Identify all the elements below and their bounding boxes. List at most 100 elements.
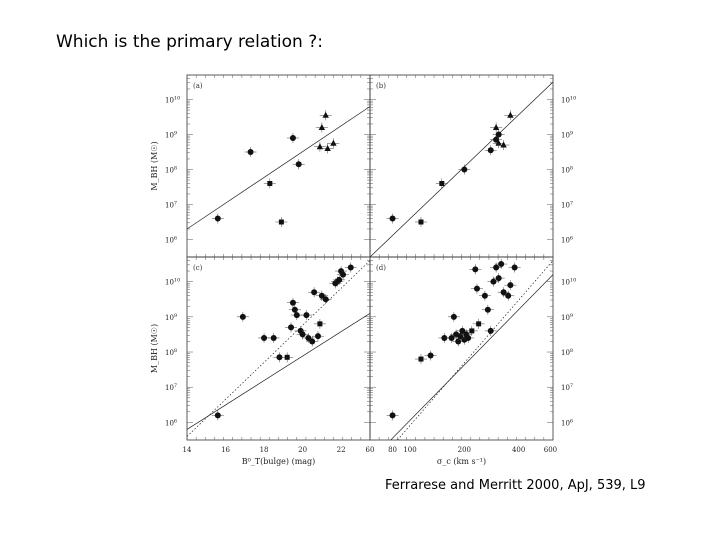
y-tick-label: 107: [561, 383, 573, 392]
y-tick-label: 108: [165, 166, 177, 175]
data-point-square: [439, 181, 445, 186]
data-point-circle: [239, 313, 246, 320]
data-point-circle: [291, 306, 298, 313]
y-tick-label: 109: [165, 131, 177, 140]
fit-line: [390, 274, 553, 440]
data-point-circle: [481, 292, 488, 299]
data-point-triangle: [330, 139, 337, 146]
data-point-circle: [270, 334, 277, 341]
data-point-circle: [299, 331, 306, 338]
y-tick-label: 1010: [561, 96, 576, 105]
y-tick-label: 106: [561, 236, 573, 245]
data-point-circle: [473, 285, 480, 292]
y-tick-label: 108: [561, 348, 573, 357]
x-tick-label: 16: [221, 446, 230, 454]
data-point-circle: [295, 161, 302, 168]
data-point-circle: [507, 282, 514, 289]
data-point-circle: [495, 275, 502, 282]
data-point-circle: [336, 276, 343, 283]
data-point-circle: [214, 412, 221, 419]
data-point-circle: [293, 312, 300, 319]
y-tick-label: 106: [165, 236, 177, 245]
data-point-square: [418, 356, 424, 362]
y-tick-label: 1010: [165, 278, 180, 287]
data-point-square: [418, 219, 424, 225]
data-point-circle: [495, 131, 502, 138]
y-tick-label: 107: [561, 201, 573, 210]
data-point-circle: [332, 280, 339, 287]
data-point-square: [317, 321, 323, 327]
fit-line: [187, 260, 370, 437]
panel-label: (d): [376, 264, 386, 272]
y-tick-label: 106: [165, 418, 177, 427]
x-axis-label: B⁰_T(bulge) (mag): [242, 457, 316, 466]
data-point-circle: [314, 333, 321, 340]
data-point-triangle: [318, 124, 326, 130]
y-tick-label: 108: [561, 166, 573, 175]
data-point-circle: [505, 292, 512, 299]
data-point-circle: [441, 334, 448, 341]
data-point-circle: [459, 327, 466, 334]
panel-a: (a) 106 107 108 109 1010 M_BH (M☉): [150, 74, 371, 258]
data-point-circle: [484, 306, 491, 313]
panel-label: (b): [376, 82, 386, 90]
data-point-circle: [487, 147, 494, 154]
panel-frame: [369, 256, 554, 441]
data-point-square: [284, 354, 290, 360]
citation: Ferrarese and Merritt 2000, ApJ, 539, L9: [385, 478, 646, 493]
y-tick-label: 108: [165, 348, 177, 357]
panel-c: (c) 106 107 108 109 1010 14 16 18 20 22 M_BH (M☉) B⁰…: [150, 256, 371, 466]
data-point-circle: [493, 136, 500, 143]
data-point-circle: [461, 166, 468, 173]
x-tick-label: 600: [544, 446, 557, 454]
fit-line: [187, 313, 370, 430]
x-tick-label: 60: [366, 446, 375, 454]
panel-frame: [369, 74, 554, 258]
fit-line: [396, 260, 553, 440]
y-tick-label: 109: [561, 131, 573, 140]
x-tick-label: 20: [298, 446, 307, 454]
x-tick-label: 100: [403, 446, 416, 454]
data-point-circle: [289, 299, 296, 306]
slide-title: Which is the primary relation ?:: [56, 32, 323, 52]
data-point-triangle: [507, 111, 514, 118]
data-point-circle: [448, 334, 455, 341]
data-point-circle: [303, 312, 310, 319]
y-tick-label: 107: [165, 383, 177, 392]
y-tick-label: 109: [165, 313, 177, 322]
data-point-triangle: [316, 143, 324, 150]
x-tick-label: 400: [512, 446, 525, 454]
panel-d: (d) 106 107 108 109 1010 60 80 100 200 400 600 σ_c (…: [366, 256, 576, 466]
data-point-circle: [455, 338, 462, 345]
panel-b: (b) 106 107 108 109 1010: [369, 74, 576, 258]
data-point-square: [267, 181, 273, 186]
x-tick-label: 22: [337, 446, 346, 454]
panel-frame: [186, 74, 371, 258]
data-point-circle: [322, 296, 329, 303]
data-point-circle: [389, 215, 396, 222]
y-tick-label: 107: [165, 201, 177, 210]
data-point-circle: [214, 215, 221, 222]
x-axis-label: σ_c (km s⁻¹): [437, 457, 486, 466]
data-point-circle: [347, 264, 354, 271]
data-point-circle: [247, 149, 254, 155]
data-point-triangle: [324, 145, 331, 151]
data-point-circle: [288, 324, 295, 331]
data-point-circle: [427, 352, 434, 359]
data-point-circle: [289, 135, 296, 141]
data-point-square: [476, 321, 482, 327]
data-point-circle: [457, 333, 464, 340]
data-point-circle: [498, 261, 505, 268]
data-point-triangle: [322, 111, 329, 118]
y-axis-label: M_BH (M☉): [150, 324, 159, 373]
x-tick-label: 14: [183, 446, 192, 454]
x-tick-label: 80: [388, 446, 397, 454]
data-point-triangle: [500, 141, 507, 148]
fit-line: [187, 106, 370, 230]
data-point-circle: [311, 289, 318, 296]
data-point-circle: [493, 264, 500, 271]
data-point-circle: [450, 313, 457, 320]
data-point-circle: [465, 334, 472, 341]
y-tick-label: 106: [561, 418, 573, 427]
